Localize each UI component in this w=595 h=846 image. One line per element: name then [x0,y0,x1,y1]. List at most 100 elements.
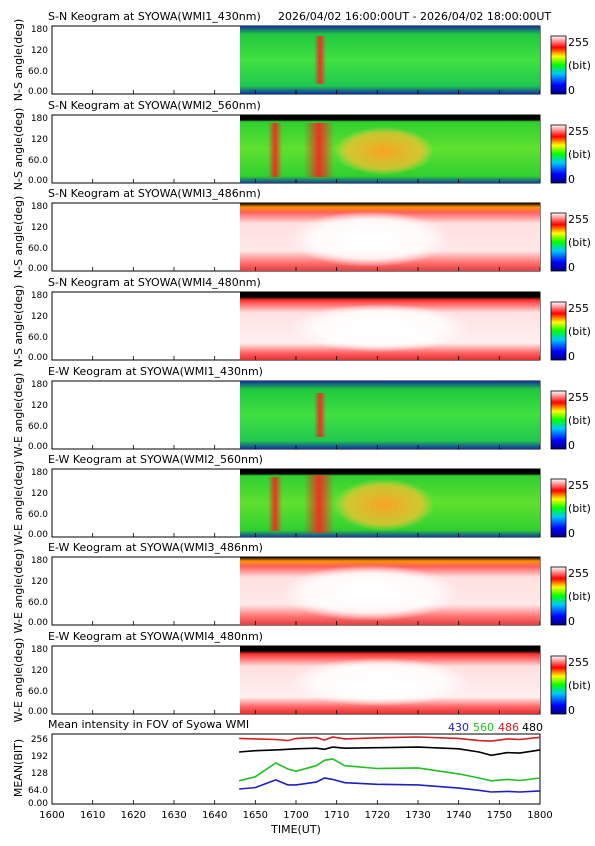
colorbar-unit-label: (bit) [568,148,591,161]
y-tick-label: 60.0 [28,67,48,77]
x-tick-label: 1800 [527,810,552,821]
colorbar [550,390,567,450]
y-tick-label: 60.0 [28,510,48,520]
x-tick-label: 1730 [405,810,430,821]
colorbar [550,655,567,715]
panel-title: S-N Keogram at SYOWA(WMI1_430nm) [48,10,261,23]
x-tick-label: 1710 [324,810,349,821]
colorbar-unit-label: (bit) [568,59,591,72]
arc-band [304,123,334,177]
x-tick-label: 1740 [446,810,471,821]
y-axis-label: W-E angle(deg) [12,373,25,458]
arc-band [314,393,326,437]
colorbar [550,566,567,626]
y-axis-label: N-S angle(deg) [12,108,25,191]
legend-560: 560 [473,721,494,734]
y-tick-label: 60.0 [28,244,48,254]
keogram-image [240,26,540,94]
y-tick-label: 180 [31,114,48,124]
colorbar-max-label: 255 [568,36,589,49]
colorbar [550,478,567,538]
colorbar-max-label: 255 [568,213,589,226]
colorbar-unit-label: (bit) [568,236,591,249]
y-axis-label: N-S angle(deg) [12,285,25,368]
y-tick-label: 60.0 [28,156,48,166]
y-tick-label: 0.00 [28,530,48,540]
series-line-430 [239,777,541,793]
keogram-panel-ew-480: E-W Keogram at SYOWA(WMI4_480nm) 180 120… [12,630,591,722]
x-tick-label: 1600 [39,810,64,821]
series-line-480 [239,746,541,757]
x-tick-label: 1620 [121,810,146,821]
colorbar-min-label: 0 [568,84,575,97]
colorbar-min-label: 0 [568,615,575,628]
y-tick-label: 60.0 [28,333,48,343]
mean-y-tick-label: 0.00 [28,799,48,809]
y-tick-label: 180 [31,291,48,301]
colorbar-min-label: 0 [568,173,575,186]
aurora-blob [334,127,434,175]
x-tick-label: 1720 [365,810,390,821]
y-tick-label: 180 [31,645,48,655]
x-tick-label: 1700 [283,810,308,821]
aurora-blob [280,565,460,621]
colorbar-max-label: 255 [568,125,589,138]
arc-band [314,36,326,84]
panel-title: E-W Keogram at SYOWA(WMI4_480nm) [48,630,263,643]
aurora-blob [290,211,450,267]
y-tick-label: 0.00 [28,176,48,186]
mean-y-tick-label: 192 [31,752,48,762]
colorbar-max-label: 255 [568,391,589,404]
colorbar [550,212,567,272]
aurora-blob [334,479,434,531]
y-tick-label: 120 [31,401,48,411]
keogram-panel-sn-480: S-N Keogram at SYOWA(WMI4_480nm) 180 120… [12,276,591,367]
y-tick-label: 180 [31,202,48,212]
y-axis-label: W-E angle(deg) [12,549,25,634]
y-tick-label: 180 [31,380,48,390]
y-tick-label: 0.00 [28,442,48,452]
panel-title: S-N Keogram at SYOWA(WMI3_486nm) [48,187,261,200]
legend-486: 486 [498,721,519,734]
keogram-panel-ew-560: E-W Keogram at SYOWA(WMI2_560nm) 180 120… [12,453,591,545]
y-tick-label: 0.00 [28,87,48,97]
panel-title: E-W Keogram at SYOWA(WMI3_486nm) [48,541,263,554]
colorbar [550,301,567,361]
keogram-panel-sn-430: S-N Keogram at SYOWA(WMI1_430nm) 180 120… [12,10,591,101]
colorbar-unit-label: (bit) [568,414,591,427]
colorbar-unit-label: (bit) [568,679,591,692]
legend-480: 480 [522,721,543,734]
panel-title: S-N Keogram at SYOWA(WMI4_480nm) [48,276,261,289]
colorbar-max-label: 255 [568,479,589,492]
time-range-header: 2026/04/02 16:00:00UT - 2026/04/02 18:00… [278,10,551,23]
y-tick-label: 60.0 [28,687,48,697]
keogram-panel-ew-486: E-W Keogram at SYOWA(WMI3_486nm) 180 120… [12,541,591,633]
colorbar-min-label: 0 [568,527,575,540]
y-tick-label: 180 [31,556,48,566]
x-tick-label: 1750 [487,810,512,821]
arc-band [268,477,282,531]
x-tick-label: 1630 [161,810,186,821]
x-tick-label: 1650 [243,810,268,821]
y-tick-label: 0.00 [28,264,48,274]
colorbar-max-label: 255 [568,302,589,315]
mean-y-tick-label: 256 [31,735,48,745]
panel-title: E-W Keogram at SYOWA(WMI2_560nm) [48,453,263,466]
y-tick-label: 120 [31,666,48,676]
keogram-panel-sn-486: S-N Keogram at SYOWA(WMI3_486nm) 180 120… [12,187,591,278]
arc-band [304,475,334,533]
y-axis-label: W-E angle(deg) [12,638,25,723]
y-tick-label: 180 [31,468,48,478]
y-tick-label: 0.00 [28,353,48,363]
colorbar-max-label: 255 [568,567,589,580]
y-tick-label: 0.00 [28,707,48,717]
x-tick-label: 1640 [202,810,227,821]
panel-title: S-N Keogram at SYOWA(WMI2_560nm) [48,99,261,112]
mean-intensity-panel: Mean intensity in FOV of Syowa WMI 430 5… [12,718,543,809]
y-tick-label: 60.0 [28,422,48,432]
y-tick-label: 120 [31,577,48,587]
colorbar [550,124,567,184]
y-tick-label: 120 [31,223,48,233]
y-tick-label: 180 [31,25,48,35]
y-tick-label: 0.00 [28,618,48,628]
